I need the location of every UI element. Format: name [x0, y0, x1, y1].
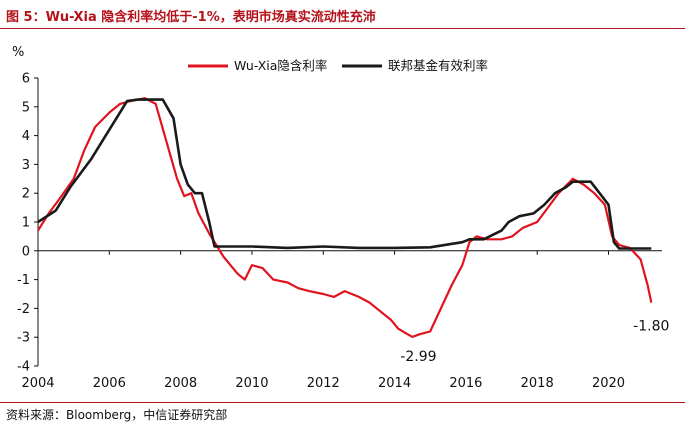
y-tick-label: -4 — [17, 360, 30, 375]
chart-annotations: -2.99 -1.80 — [400, 319, 669, 365]
x-tick-label: 2016 — [449, 376, 482, 391]
x-axis-ticks: 2004 2006 2008 2010 2012 2014 2016 2018 2020 — [21, 250, 625, 391]
y-tick-label: 2 — [22, 187, 30, 202]
chart-axes: % — [12, 45, 662, 366]
chart-series — [37, 97, 653, 338]
y-tick-label: -2 — [17, 302, 30, 317]
x-tick-label: 2004 — [21, 376, 54, 391]
source-note: 资料来源：Bloomberg，中信证券研究部 — [6, 408, 228, 422]
y-tick-label: 3 — [22, 158, 30, 173]
x-tick-label: 2014 — [378, 376, 411, 391]
data-label: -1.80 — [633, 319, 669, 335]
series-line-fed-funds-rate — [37, 98, 652, 250]
source-divider — [0, 402, 685, 403]
y-tick-label: 6 — [22, 72, 30, 87]
y-axis-unit-label: % — [12, 45, 24, 60]
y-tick-label: -1 — [17, 273, 30, 288]
x-tick-label: 2012 — [307, 376, 340, 391]
legend-label: Wu-Xia隐含利率 — [234, 58, 327, 73]
title-divider — [0, 28, 685, 29]
chart-legend: Wu-Xia隐含利率 联邦基金有效利率 — [188, 58, 488, 73]
x-tick-label: 2020 — [592, 376, 625, 391]
x-tick-label: 2010 — [235, 376, 268, 391]
x-tick-label: 2006 — [93, 376, 126, 391]
x-tick-label: 2018 — [521, 376, 554, 391]
series-line-wu-xia-rate — [37, 97, 653, 338]
y-axis-ticks: 6 5 4 3 2 1 0 -1 -2 -3 -4 — [17, 72, 38, 375]
y-tick-label: 0 — [22, 244, 30, 259]
data-label: -2.99 — [400, 349, 436, 365]
y-tick-label: 1 — [22, 216, 30, 231]
y-tick-label: -3 — [17, 331, 30, 346]
y-tick-label: 5 — [22, 100, 30, 115]
chart-title: 图 5：Wu-Xia 隐含利率均低于-1%，表明市场真实流动性充沛 — [6, 10, 376, 25]
y-tick-label: 4 — [22, 129, 30, 144]
legend-label: 联邦基金有效利率 — [388, 58, 488, 73]
x-tick-label: 2008 — [164, 376, 197, 391]
